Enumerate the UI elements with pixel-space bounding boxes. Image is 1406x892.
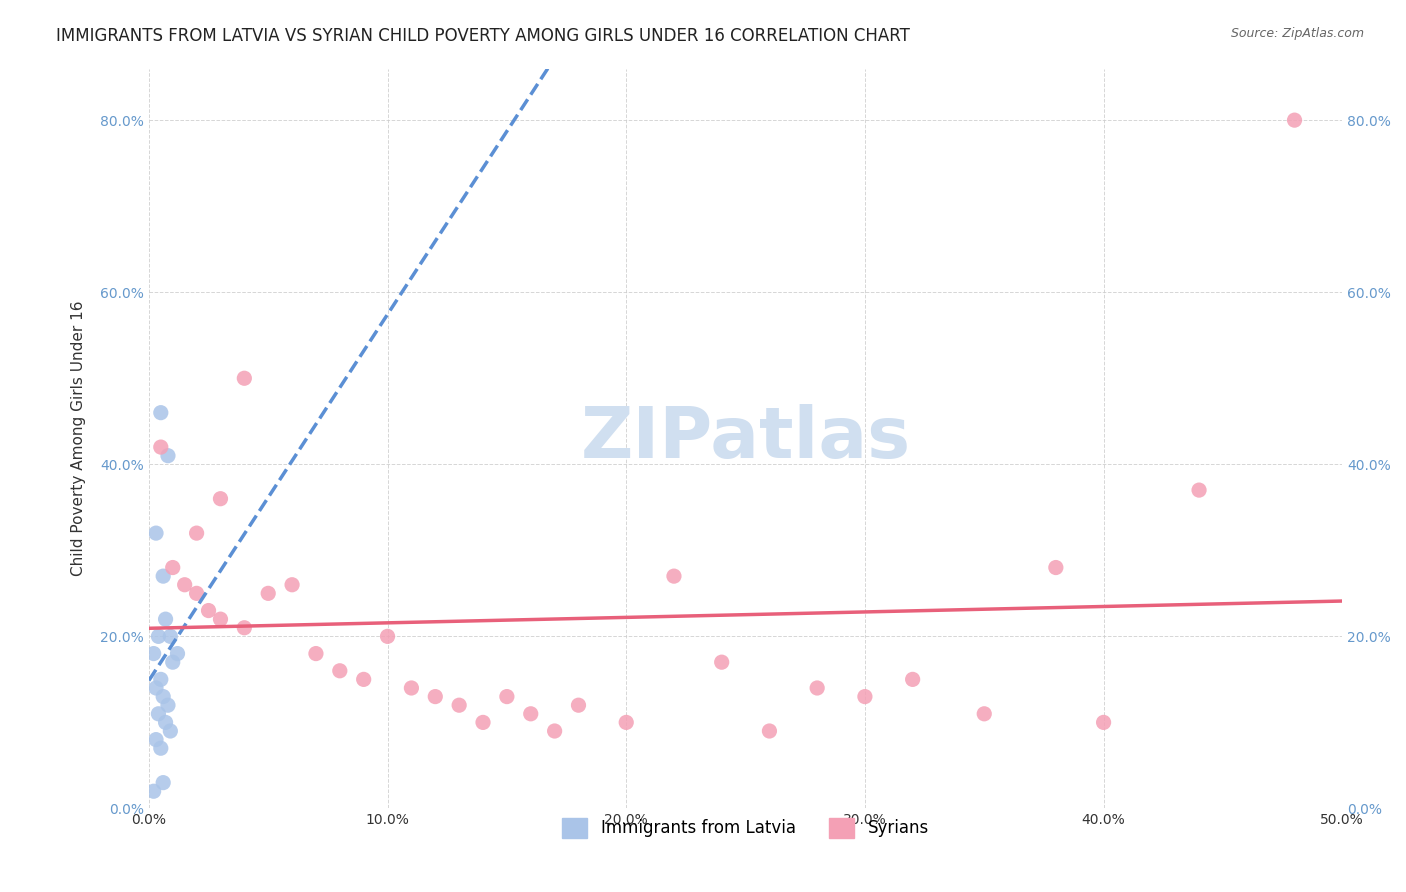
Point <box>145 526 167 541</box>
Point <box>519 706 541 721</box>
Text: ZIPatlas: ZIPatlas <box>581 404 911 473</box>
Text: IMMIGRANTS FROM LATVIA VS SYRIAN CHILD POVERTY AMONG GIRLS UNDER 16 CORRELATION : IMMIGRANTS FROM LATVIA VS SYRIAN CHILD P… <box>56 27 910 45</box>
Point <box>209 612 232 626</box>
Point <box>1092 715 1115 730</box>
Point <box>401 681 423 695</box>
Point <box>281 578 304 592</box>
Point <box>806 681 828 695</box>
Point <box>973 706 995 721</box>
Point <box>209 491 232 506</box>
Point <box>567 698 589 713</box>
Point <box>156 698 179 713</box>
Point <box>159 724 181 739</box>
Point <box>329 664 352 678</box>
Point <box>148 706 170 721</box>
Point <box>257 586 280 600</box>
Point <box>155 612 177 626</box>
Point <box>145 732 167 747</box>
Text: Source: ZipAtlas.com: Source: ZipAtlas.com <box>1230 27 1364 40</box>
Point <box>166 647 188 661</box>
Point <box>425 690 447 704</box>
Point <box>142 784 165 798</box>
Point <box>162 655 184 669</box>
Point <box>186 526 208 541</box>
Point <box>853 690 876 704</box>
Point <box>152 690 174 704</box>
Point <box>377 629 399 643</box>
Point <box>173 578 195 592</box>
Point <box>353 673 375 687</box>
Point <box>472 715 495 730</box>
Point <box>197 603 219 617</box>
Point <box>758 724 780 739</box>
Point <box>1045 560 1067 574</box>
Point <box>496 690 519 704</box>
Point <box>149 673 172 687</box>
Point <box>152 775 174 789</box>
Point <box>186 586 208 600</box>
Point <box>1188 483 1211 497</box>
Point <box>233 371 256 385</box>
Legend: Immigrants from Latvia, Syrians: Immigrants from Latvia, Syrians <box>555 811 935 845</box>
Point <box>159 629 181 643</box>
Point <box>149 741 172 756</box>
Point <box>305 647 328 661</box>
Point <box>614 715 637 730</box>
Y-axis label: Child Poverty Among Girls Under 16: Child Poverty Among Girls Under 16 <box>72 301 86 576</box>
Point <box>142 647 165 661</box>
Point <box>233 621 256 635</box>
Point <box>152 569 174 583</box>
Point <box>149 406 172 420</box>
Point <box>710 655 733 669</box>
Point <box>148 629 170 643</box>
Point <box>156 449 179 463</box>
Point <box>145 681 167 695</box>
Point <box>162 560 184 574</box>
Point <box>155 715 177 730</box>
Point <box>662 569 685 583</box>
Point <box>901 673 924 687</box>
Point <box>149 440 172 454</box>
Point <box>449 698 471 713</box>
Point <box>543 724 565 739</box>
Point <box>1284 113 1306 128</box>
